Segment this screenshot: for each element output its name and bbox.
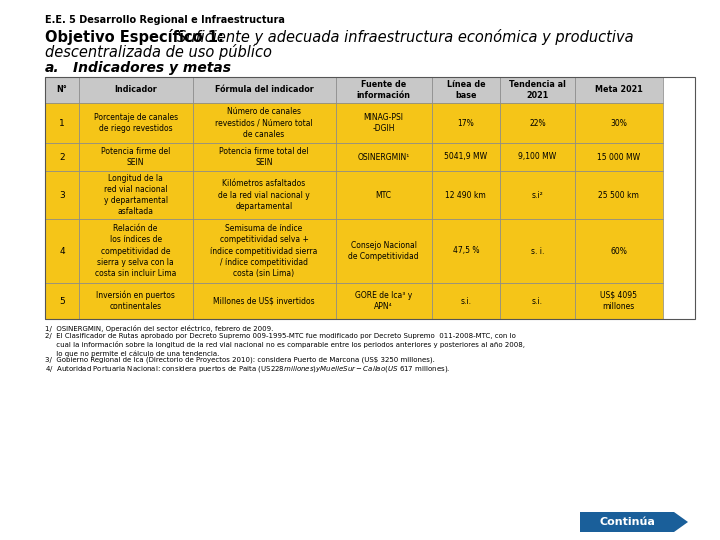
Bar	[78, 171, 192, 219]
Text: MTC: MTC	[376, 191, 392, 199]
Bar	[78, 283, 192, 319]
Bar	[575, 77, 662, 103]
Bar	[500, 77, 575, 103]
Text: 47,5 %: 47,5 %	[453, 246, 479, 255]
Bar	[432, 283, 500, 319]
Text: Objetivo Específico 1:: Objetivo Específico 1:	[45, 29, 229, 45]
Bar	[78, 103, 192, 143]
Text: 9,100 MW: 9,100 MW	[518, 152, 557, 161]
Text: 15 000 MW: 15 000 MW	[597, 152, 640, 161]
Text: Fuente de
información: Fuente de información	[356, 80, 410, 100]
Bar	[45, 103, 78, 143]
Bar	[500, 219, 575, 283]
Bar	[336, 77, 432, 103]
Text: Potencia firme del
SEIN: Potencia firme del SEIN	[101, 147, 171, 167]
Text: N°: N°	[56, 85, 68, 94]
Text: descentralizada de uso público: descentralizada de uso público	[45, 44, 272, 60]
Bar	[192, 171, 336, 219]
Text: 22%: 22%	[529, 118, 546, 127]
Text: 17%: 17%	[457, 118, 474, 127]
Bar	[432, 171, 500, 219]
Bar	[45, 77, 78, 103]
Bar	[336, 283, 432, 319]
Bar	[45, 77, 695, 319]
Text: 4: 4	[59, 246, 65, 255]
Bar	[432, 219, 500, 283]
Text: Indicador: Indicador	[114, 85, 157, 94]
Bar	[192, 283, 336, 319]
Text: Consejo Nacional
de Competitividad: Consejo Nacional de Competitividad	[348, 241, 419, 261]
Bar	[500, 171, 575, 219]
Bar	[336, 219, 432, 283]
Text: US$ 4095
millones: US$ 4095 millones	[600, 291, 637, 311]
Bar	[45, 219, 78, 283]
Text: 60%: 60%	[610, 246, 627, 255]
Bar	[78, 219, 192, 283]
Bar	[575, 103, 662, 143]
Text: a.: a.	[45, 61, 60, 75]
Bar	[500, 143, 575, 171]
Bar	[575, 219, 662, 283]
Text: Número de canales
revestidos / Número total
de canales: Número de canales revestidos / Número to…	[215, 107, 313, 139]
Bar	[336, 103, 432, 143]
Text: OSINERGMIN¹: OSINERGMIN¹	[358, 152, 410, 161]
Text: Inversión en puertos
continentales: Inversión en puertos continentales	[96, 291, 175, 311]
Bar	[45, 143, 78, 171]
Bar	[192, 103, 336, 143]
Bar	[78, 77, 192, 103]
Bar	[336, 143, 432, 171]
Text: s.i.: s.i.	[532, 296, 543, 306]
Text: 5041,9 MW: 5041,9 MW	[444, 152, 487, 161]
Bar	[45, 171, 78, 219]
Text: Línea de
base: Línea de base	[446, 80, 485, 100]
Bar	[336, 171, 432, 219]
Bar	[432, 103, 500, 143]
Text: 3: 3	[59, 191, 65, 199]
Text: Indicadores y metas: Indicadores y metas	[73, 61, 231, 75]
Text: 5: 5	[59, 296, 65, 306]
Bar	[192, 143, 336, 171]
Text: Millones de US$ invertidos: Millones de US$ invertidos	[213, 296, 315, 306]
Bar	[45, 283, 78, 319]
Bar	[500, 283, 575, 319]
Text: 1/  OSINERGMIN, Operación del sector eléctrico, febrero de 2009.: 1/ OSINERGMIN, Operación del sector eléc…	[45, 325, 274, 332]
Text: s.i.: s.i.	[460, 296, 472, 306]
Text: s.i²: s.i²	[531, 191, 544, 199]
Text: GORE de Ica³ y
APN⁴: GORE de Ica³ y APN⁴	[355, 291, 413, 311]
Text: Suficiente y adecuada infraestructura económica y productiva: Suficiente y adecuada infraestructura ec…	[177, 29, 634, 45]
Text: Relación de
los índices de
competitividad de
sierra y selva con la
costa sin inc: Relación de los índices de competitivida…	[95, 224, 176, 278]
Polygon shape	[580, 512, 688, 532]
Text: Porcentaje de canales
de riego revestidos: Porcentaje de canales de riego revestido…	[94, 113, 178, 133]
Text: Kilómetros asfaltados
de la red vial nacional y
departamental: Kilómetros asfaltados de la red vial nac…	[218, 179, 310, 211]
Bar	[432, 77, 500, 103]
Text: s. i.: s. i.	[531, 246, 544, 255]
Text: MINAG-PSI
-DGIH: MINAG-PSI -DGIH	[364, 113, 404, 133]
Bar	[500, 103, 575, 143]
Bar	[575, 171, 662, 219]
Bar	[575, 143, 662, 171]
Text: 12 490 km: 12 490 km	[446, 191, 486, 199]
Bar	[192, 77, 336, 103]
Text: E.E. 5 Desarrollo Regional e Infraestructura: E.E. 5 Desarrollo Regional e Infraestruc…	[45, 15, 285, 25]
Text: 25 500 km: 25 500 km	[598, 191, 639, 199]
Text: Semisuma de índice
competitividad selva +
índice competitividad sierra
/ índice : Semisuma de índice competitividad selva …	[210, 224, 318, 278]
Text: 2: 2	[59, 152, 65, 161]
Text: Meta 2021: Meta 2021	[595, 85, 642, 94]
Text: 2/  El Clasificador de Rutas aprobado por Decreto Supremo 009-1995-MTC fue modif: 2/ El Clasificador de Rutas aprobado por…	[45, 333, 525, 357]
Text: 1: 1	[59, 118, 65, 127]
Text: Potencia firme total del
SEIN: Potencia firme total del SEIN	[219, 147, 309, 167]
Text: Continúa: Continúa	[599, 517, 655, 527]
Bar	[432, 143, 500, 171]
Bar	[575, 283, 662, 319]
Bar	[192, 219, 336, 283]
Text: Fórmula del indicador: Fórmula del indicador	[215, 85, 313, 94]
Text: 3/  Gobierno Regional de Ica (Directorio de Proyectos 2010): considera Puerto de: 3/ Gobierno Regional de Ica (Directorio …	[45, 356, 435, 363]
Text: 4/  Autoridad Portuaria Nacional: considera puertos de Paita (US$ 228 millones) : 4/ Autoridad Portuaria Nacional: conside…	[45, 364, 450, 374]
Text: 30%: 30%	[610, 118, 627, 127]
Bar	[78, 143, 192, 171]
Text: Longitud de la
red vial nacional
y departamental
asfaltada: Longitud de la red vial nacional y depar…	[104, 174, 168, 216]
Text: Tendencia al
2021: Tendencia al 2021	[509, 80, 566, 100]
